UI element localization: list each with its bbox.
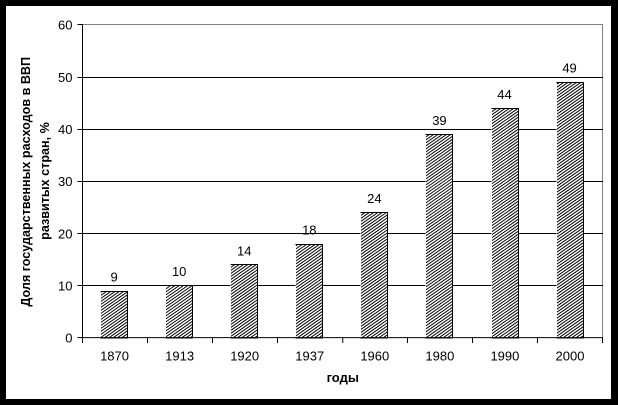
svg-text:1920: 1920 — [230, 349, 259, 364]
svg-text:18: 18 — [302, 222, 316, 237]
svg-text:50: 50 — [58, 70, 72, 85]
svg-text:20: 20 — [58, 226, 72, 241]
svg-text:44: 44 — [497, 87, 511, 102]
svg-text:10: 10 — [172, 264, 186, 279]
svg-text:9: 9 — [111, 269, 118, 284]
svg-text:14: 14 — [237, 243, 251, 258]
svg-text:10: 10 — [58, 279, 72, 294]
svg-text:0: 0 — [65, 331, 72, 346]
svg-text:40: 40 — [58, 122, 72, 137]
svg-text:1960: 1960 — [360, 349, 389, 364]
svg-text:39: 39 — [432, 113, 446, 128]
svg-text:годы: годы — [327, 370, 359, 385]
svg-text:1980: 1980 — [425, 349, 454, 364]
svg-text:2000: 2000 — [556, 349, 585, 364]
svg-text:1913: 1913 — [165, 349, 194, 364]
svg-text:1990: 1990 — [490, 349, 519, 364]
svg-text:49: 49 — [562, 61, 576, 76]
svg-text:1870: 1870 — [100, 349, 129, 364]
svg-text:развитых стран, %: развитых стран, % — [38, 122, 52, 240]
svg-text:30: 30 — [58, 174, 72, 189]
svg-text:Доля государственных расходов: Доля государственных расходов в ВВП — [19, 57, 33, 307]
svg-text:60: 60 — [58, 18, 72, 33]
svg-text:24: 24 — [367, 191, 381, 206]
svg-text:1937: 1937 — [295, 349, 324, 364]
